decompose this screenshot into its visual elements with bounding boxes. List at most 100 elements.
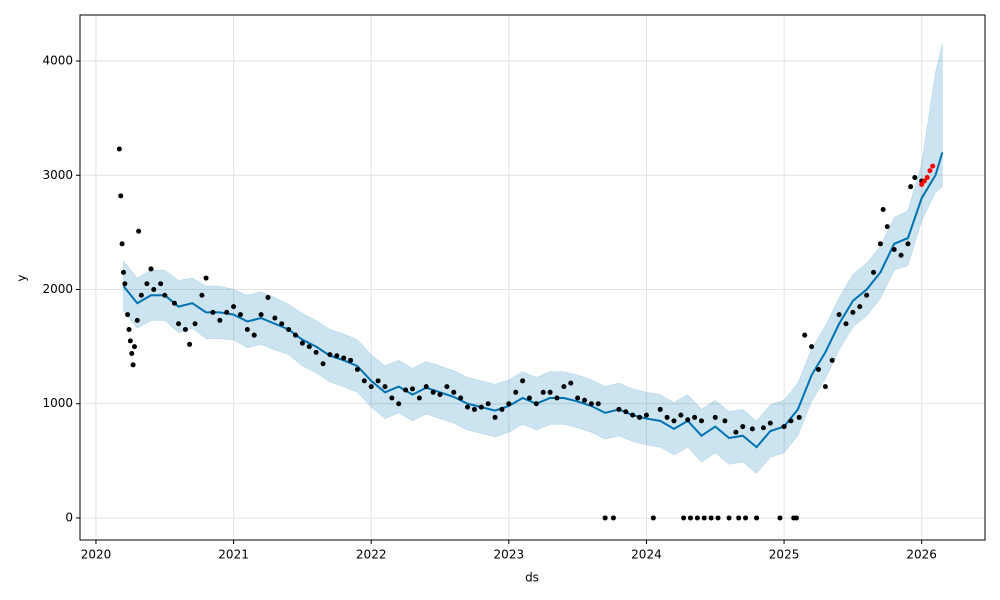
data-point <box>382 384 388 390</box>
data-point <box>120 269 126 275</box>
data-point <box>708 515 714 521</box>
data-point <box>520 378 526 384</box>
data-point <box>687 515 693 521</box>
data-point <box>726 515 732 521</box>
data-point <box>265 294 271 300</box>
data-point <box>616 406 622 412</box>
data-point <box>554 395 560 401</box>
data-point <box>802 332 808 338</box>
data-point <box>664 414 670 420</box>
data-point <box>313 349 319 355</box>
data-point <box>224 309 230 315</box>
data-point <box>736 515 742 521</box>
x-tick-label: 2021 <box>218 548 249 562</box>
data-point <box>733 429 739 435</box>
data-point <box>258 312 264 318</box>
data-point <box>908 184 914 190</box>
data-point <box>272 315 278 321</box>
data-point <box>129 350 135 356</box>
x-axis-label: ds <box>525 571 539 585</box>
data-point <box>162 292 168 298</box>
data-point <box>361 378 367 384</box>
data-point <box>134 317 140 323</box>
data-point <box>286 326 292 332</box>
data-point <box>722 418 728 424</box>
data-point <box>754 515 760 521</box>
data-point <box>602 515 608 521</box>
data-point <box>927 168 933 174</box>
data-point <box>192 321 198 327</box>
data-point <box>131 344 137 350</box>
y-axis-label: y <box>15 274 29 281</box>
data-point <box>796 414 802 420</box>
data-point <box>678 412 684 418</box>
x-tick-label: 2024 <box>631 548 662 562</box>
data-point <box>743 515 749 521</box>
data-point <box>547 389 553 395</box>
data-point <box>701 515 707 521</box>
data-point <box>568 380 574 386</box>
data-point <box>231 304 237 310</box>
data-point <box>575 395 581 401</box>
data-point <box>116 146 122 152</box>
x-tick-label: 2022 <box>356 548 387 562</box>
data-point <box>148 266 154 272</box>
data-point <box>815 366 821 372</box>
data-point <box>692 414 698 420</box>
y-tick-label: 3000 <box>42 168 73 182</box>
data-point <box>623 409 629 415</box>
data-point <box>210 309 216 315</box>
data-point <box>561 384 567 390</box>
data-point <box>898 252 904 258</box>
data-point <box>760 425 766 431</box>
uncertainty-band <box>123 43 943 474</box>
data-point <box>306 344 312 350</box>
data-point <box>930 163 936 169</box>
data-point <box>694 515 700 521</box>
data-point <box>279 321 285 327</box>
data-point <box>187 341 193 347</box>
data-point <box>138 292 144 298</box>
data-point <box>788 418 794 424</box>
data-point <box>182 326 188 332</box>
data-point <box>118 193 124 199</box>
data-point <box>334 353 340 359</box>
data-point <box>829 357 835 363</box>
data-point <box>843 321 849 327</box>
data-point <box>354 366 360 372</box>
data-point <box>348 357 354 363</box>
y-tick-label: 4000 <box>42 54 73 68</box>
data-point <box>368 384 374 390</box>
data-point <box>836 312 842 318</box>
data-point <box>444 384 450 390</box>
plot-frame <box>79 14 986 541</box>
data-point <box>471 406 477 412</box>
data-point <box>924 175 930 181</box>
data-point <box>130 362 136 368</box>
data-point <box>127 338 133 344</box>
data-point <box>643 412 649 418</box>
data-point <box>199 292 205 298</box>
data-point <box>905 241 911 247</box>
data-point <box>320 361 326 367</box>
data-point <box>650 515 656 521</box>
y-tick-label: 1000 <box>42 396 73 410</box>
data-point <box>478 404 484 410</box>
data-point <box>416 395 422 401</box>
data-point <box>671 418 677 424</box>
data-point <box>244 326 250 332</box>
data-point <box>327 352 333 358</box>
data-point <box>884 224 890 230</box>
data-point <box>458 395 464 401</box>
data-point <box>119 241 125 247</box>
y-tick-label: 0 <box>65 510 73 524</box>
data-point <box>492 414 498 420</box>
data-point <box>767 420 773 426</box>
data-point <box>588 401 594 407</box>
data-point <box>912 175 918 181</box>
data-point <box>396 401 402 407</box>
data-point <box>136 228 142 234</box>
data-point <box>871 269 877 275</box>
data-point <box>217 317 223 323</box>
